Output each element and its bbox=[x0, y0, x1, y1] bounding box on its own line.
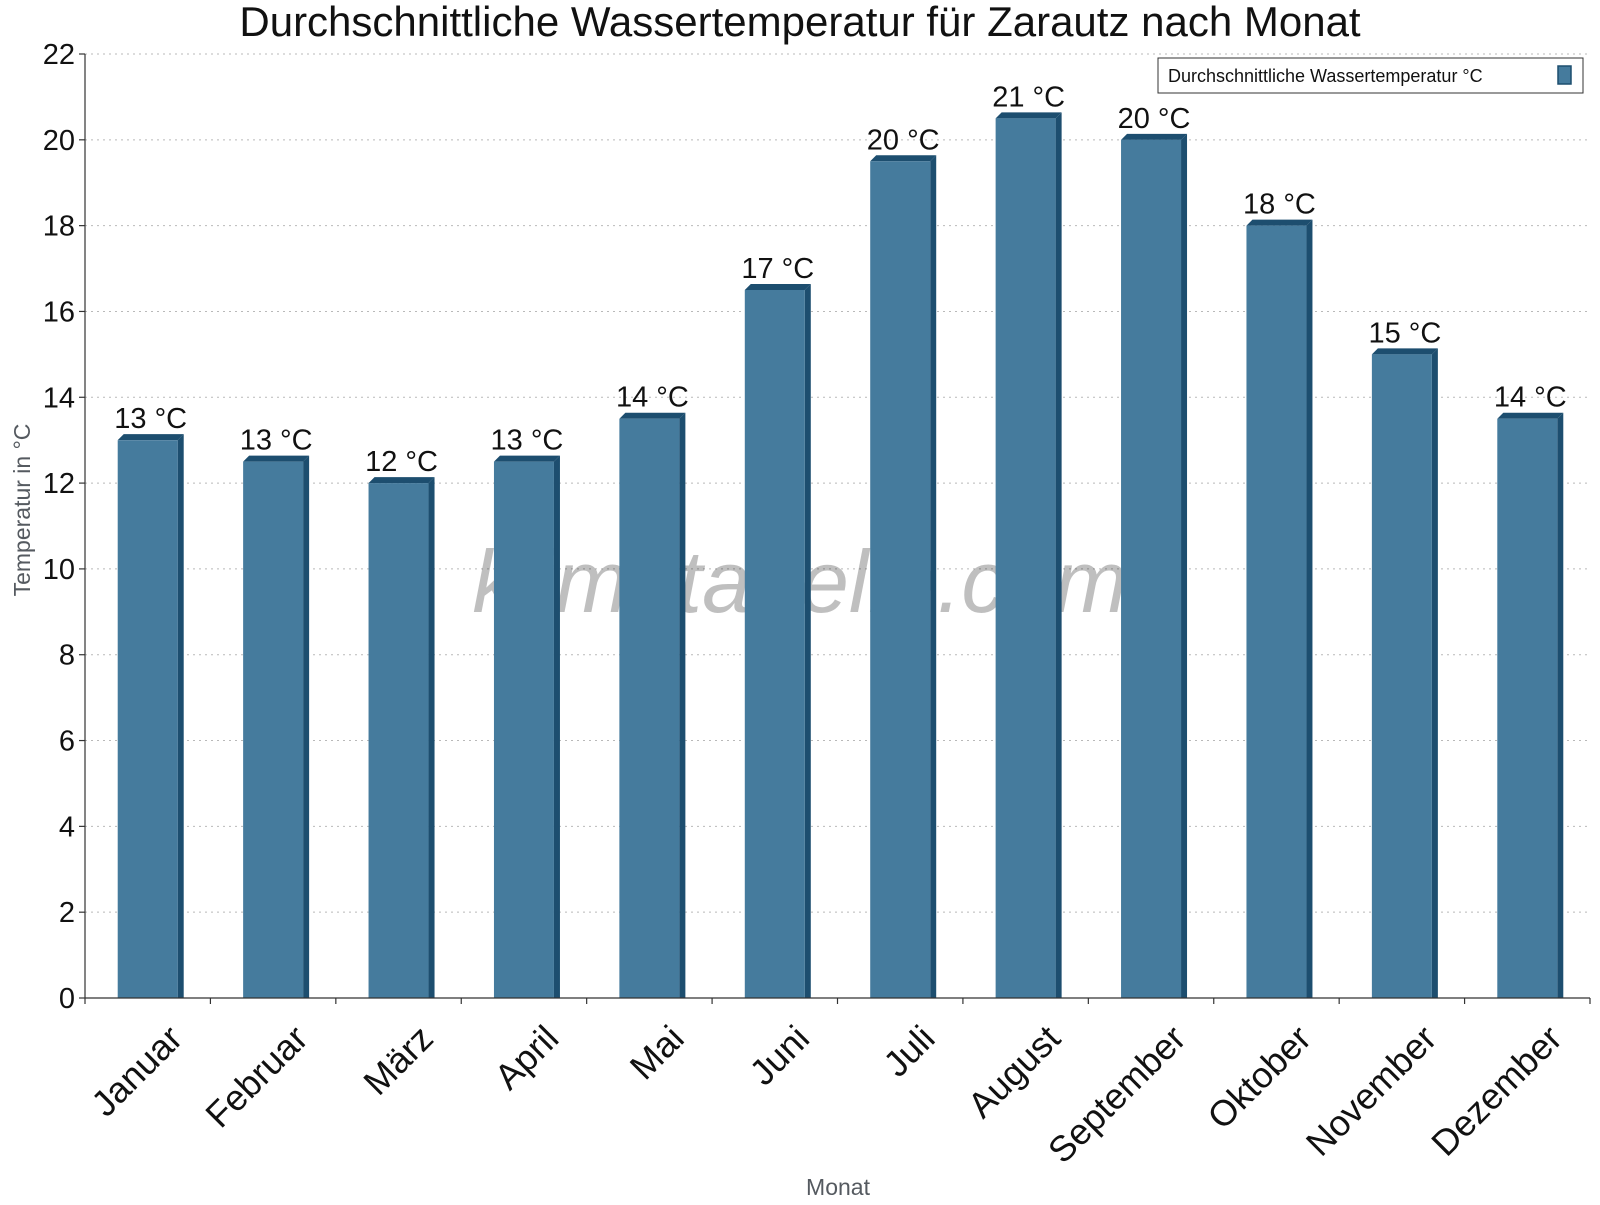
bar-value-label: 13 °C bbox=[114, 403, 187, 435]
grid-lines bbox=[85, 53, 1590, 913]
bar bbox=[1121, 133, 1188, 998]
bar-value-label: 21 °C bbox=[992, 81, 1065, 113]
x-tick-label: September bbox=[1040, 1017, 1194, 1171]
bar-front bbox=[243, 461, 304, 998]
x-tick-label: Oktober bbox=[1199, 1017, 1319, 1137]
legend-box bbox=[1157, 57, 1584, 94]
x-tick-label: April bbox=[486, 1017, 566, 1097]
bar-front bbox=[1497, 418, 1558, 998]
bar-front bbox=[368, 483, 429, 998]
bar-side bbox=[930, 155, 937, 999]
x-axis-ticks: Januar Februar März April Mai Juni Juli AugustS… bbox=[83, 998, 1591, 1171]
bar-top bbox=[493, 455, 560, 462]
bar bbox=[870, 155, 937, 999]
bar-data-labels: 13 °C 13 °C 12 °C 13 °C 14 °C 17 °C 20 °C 21 °C… bbox=[114, 81, 1566, 478]
bar-front bbox=[870, 161, 931, 999]
bar-front bbox=[744, 290, 805, 998]
bar-side bbox=[177, 434, 184, 998]
y-tick-label: 14 bbox=[43, 382, 75, 414]
y-tick-label: 6 bbox=[59, 726, 75, 758]
bar-front bbox=[995, 118, 1056, 998]
y-axis-ticks: 0 2 4 6 8 10 12 14 16 18 20 22 bbox=[43, 39, 85, 1015]
bar-top bbox=[870, 155, 937, 162]
legend: Durchschnittliche Wassertemperatur °C bbox=[1157, 57, 1584, 94]
x-tick-label: Februar bbox=[197, 1017, 315, 1135]
chart-title: Durchschnittliche Wassertemperatur für Z… bbox=[239, 0, 1361, 45]
bar-value-label: 18 °C bbox=[1243, 189, 1316, 221]
bar-top bbox=[1371, 348, 1438, 355]
bar bbox=[243, 455, 310, 998]
y-tick-label: 2 bbox=[59, 897, 75, 929]
bar bbox=[1246, 219, 1313, 999]
y-tick-label: 22 bbox=[43, 39, 75, 71]
x-tick-label: Juni bbox=[741, 1017, 817, 1093]
bar-top bbox=[243, 455, 310, 462]
x-tick-label: Dezember bbox=[1423, 1017, 1569, 1163]
bar bbox=[995, 112, 1062, 998]
bar-value-label: 14 °C bbox=[1494, 382, 1567, 414]
y-tick-label: 12 bbox=[43, 468, 75, 500]
y-tick-label: 10 bbox=[43, 554, 75, 586]
bar bbox=[619, 412, 686, 998]
bar-value-label: 20 °C bbox=[867, 124, 940, 156]
bar-front bbox=[1121, 139, 1182, 998]
bar bbox=[744, 284, 811, 998]
bar-top bbox=[1246, 219, 1313, 226]
bar bbox=[368, 477, 435, 998]
bar-top bbox=[1121, 133, 1188, 140]
x-tick-label: August bbox=[960, 1017, 1068, 1125]
bar-side bbox=[804, 284, 811, 998]
bar-side bbox=[1181, 133, 1188, 998]
bar-value-label: 13 °C bbox=[240, 425, 313, 457]
x-axis-title: Monat bbox=[806, 1174, 871, 1200]
y-tick-label: 4 bbox=[59, 811, 75, 843]
bar-side bbox=[1055, 112, 1062, 998]
bar-top bbox=[117, 434, 184, 441]
bar-side bbox=[1431, 348, 1438, 998]
x-tick-label: März bbox=[355, 1017, 441, 1103]
bar-value-label: 20 °C bbox=[1118, 103, 1191, 135]
bars bbox=[117, 112, 1564, 999]
bar bbox=[1371, 348, 1438, 998]
bar bbox=[117, 434, 184, 998]
bar-side bbox=[679, 412, 686, 998]
bar-value-label: 14 °C bbox=[616, 382, 689, 414]
x-tick-label: Juli bbox=[875, 1017, 942, 1084]
x-tick-label: Mai bbox=[622, 1017, 692, 1087]
bar-front bbox=[619, 418, 680, 998]
y-tick-label: 18 bbox=[43, 211, 75, 243]
bar-value-label: 15 °C bbox=[1368, 317, 1441, 349]
bar-side bbox=[1557, 412, 1564, 998]
axes bbox=[84, 54, 1590, 999]
y-tick-label: 20 bbox=[43, 125, 75, 157]
bar bbox=[1497, 412, 1564, 998]
y-axis-title: Temperatur in °C bbox=[9, 424, 35, 597]
bar-side bbox=[553, 455, 560, 998]
bar-top bbox=[368, 477, 435, 484]
x-tick-label: November bbox=[1298, 1017, 1444, 1163]
bar bbox=[493, 455, 560, 998]
y-tick-label: 0 bbox=[59, 983, 75, 1015]
x-tick-label: Januar bbox=[83, 1017, 190, 1124]
bar-side bbox=[1306, 219, 1313, 999]
bar-value-label: 12 °C bbox=[365, 446, 438, 478]
bar-front bbox=[1246, 225, 1307, 999]
bar-top bbox=[744, 284, 811, 290]
bar-value-label: 13 °C bbox=[491, 425, 564, 457]
bar-value-label: 17 °C bbox=[741, 253, 814, 285]
legend-swatch bbox=[1557, 65, 1572, 85]
legend-label: Durchschnittliche Wassertemperatur °C bbox=[1168, 66, 1483, 86]
bar-front bbox=[493, 461, 554, 998]
bar-front bbox=[117, 440, 178, 998]
bar-side bbox=[303, 455, 310, 998]
bar-front bbox=[1371, 354, 1432, 998]
bar-top bbox=[1497, 412, 1564, 419]
bar-side bbox=[428, 477, 435, 998]
y-tick-label: 8 bbox=[59, 640, 75, 672]
y-tick-label: 16 bbox=[43, 296, 75, 328]
bar-top bbox=[619, 412, 686, 419]
bar-top bbox=[995, 112, 1062, 119]
